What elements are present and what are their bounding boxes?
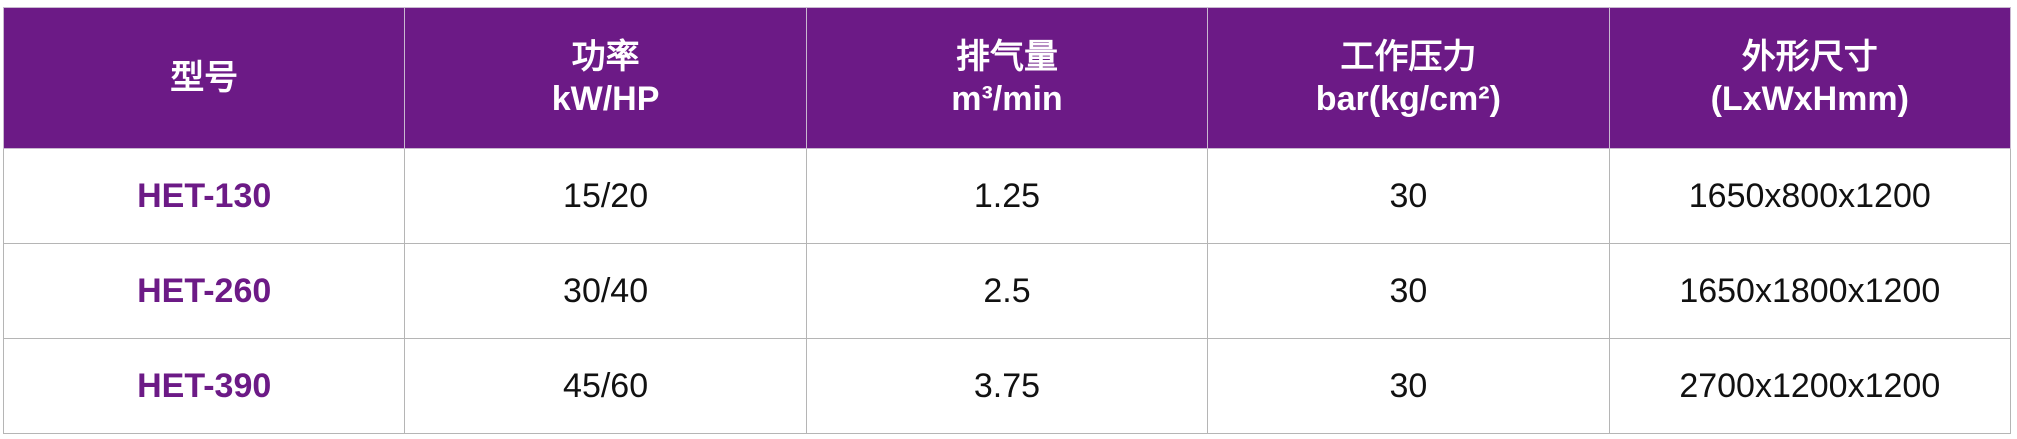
cell-model: HET-130 xyxy=(2,148,406,244)
cell-pressure: 30 xyxy=(1207,338,1610,434)
cell-model: HET-260 xyxy=(2,243,406,339)
cell-model: HET-390 xyxy=(2,338,406,434)
header-power: 功率 kW/HP xyxy=(404,7,807,149)
cell-power: 45/60 xyxy=(404,338,807,434)
cell-dimensions: 2700x1200x1200 xyxy=(1608,338,2012,434)
table-row: HET-390 45/60 3.75 30 2700x1200x1200 xyxy=(2,338,2012,434)
header-unit: bar(kg/cm²) xyxy=(1315,80,1501,118)
header-unit: kW/HP xyxy=(551,80,660,118)
cell-power: 30/40 xyxy=(404,243,807,339)
header-model: 型号 xyxy=(2,7,406,149)
cell-dimensions: 1650x1800x1200 xyxy=(1608,243,2012,339)
table-row: HET-130 15/20 1.25 30 1650x800x1200 xyxy=(2,148,2012,244)
cell-pressure: 30 xyxy=(1207,243,1610,339)
header-unit: m³/min xyxy=(951,80,1063,118)
header-dimensions: 外形尺寸 (LxWxHmm) xyxy=(1608,7,2012,149)
header-label: 型号 xyxy=(170,59,239,97)
header-row: 型号 功率 kW/HP 排气量 m³/min 工作压力 bar(kg/cm²) 外形尺… xyxy=(2,7,2012,149)
header-unit: (LxWxHmm) xyxy=(1710,80,1909,118)
cell-dimensions: 1650x800x1200 xyxy=(1608,148,2012,244)
spec-table: 型号 功率 kW/HP 排气量 m³/min 工作压力 bar(kg/cm²) 外形尺… xyxy=(2,7,2012,434)
header-label: 工作压力 xyxy=(1340,38,1477,76)
cell-pressure: 30 xyxy=(1207,148,1610,244)
table-row: HET-260 30/40 2.5 30 1650x1800x1200 xyxy=(2,243,2012,339)
cell-displacement: 3.75 xyxy=(805,338,1209,434)
header-pressure: 工作压力 bar(kg/cm²) xyxy=(1207,7,1610,149)
cell-displacement: 1.25 xyxy=(805,148,1209,244)
header-label: 排气量 xyxy=(955,38,1058,76)
cell-power: 15/20 xyxy=(404,148,807,244)
cell-displacement: 2.5 xyxy=(805,243,1209,339)
header-label: 外形尺寸 xyxy=(1741,38,1878,76)
header-label: 功率 xyxy=(571,38,640,76)
header-displacement: 排气量 m³/min xyxy=(805,7,1209,149)
